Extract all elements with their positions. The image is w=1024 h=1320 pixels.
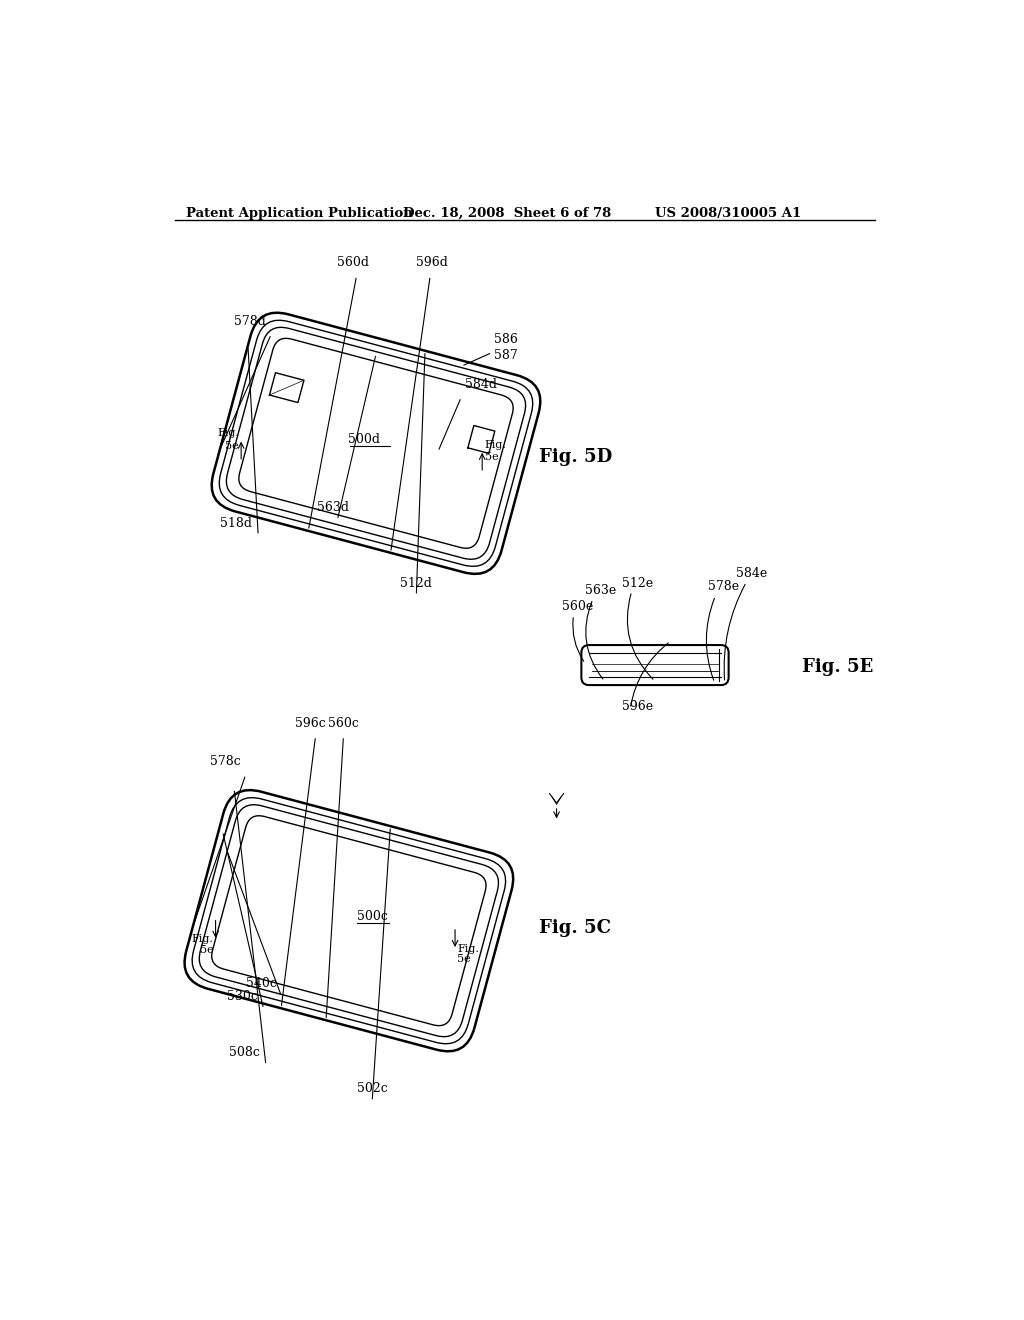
Text: Fig. 5D: Fig. 5D [539,449,612,466]
Text: 578d: 578d [234,314,266,327]
Text: Dec. 18, 2008  Sheet 6 of 78: Dec. 18, 2008 Sheet 6 of 78 [403,207,611,220]
Text: 584d: 584d [465,378,497,391]
Text: 596c: 596c [295,717,326,730]
Text: 584e: 584e [736,568,768,581]
Text: 596e: 596e [623,700,653,713]
Text: 586: 586 [494,333,518,346]
Text: 560e: 560e [562,599,593,612]
Text: 578c: 578c [210,755,241,768]
FancyBboxPatch shape [184,791,513,1051]
Text: 508c: 508c [229,1047,260,1059]
Text: 530c: 530c [227,990,258,1003]
Text: Fig.: Fig. [458,944,479,953]
Text: US 2008/310005 A1: US 2008/310005 A1 [655,207,801,220]
Text: 587: 587 [494,348,517,362]
Text: 500c: 500c [356,911,387,924]
Text: 518d: 518d [220,516,252,529]
FancyBboxPatch shape [212,313,541,574]
Text: Fig.: Fig. [217,429,239,438]
Text: 512e: 512e [623,577,653,590]
Text: 560d: 560d [337,256,369,268]
Text: Fig. 5C: Fig. 5C [539,920,610,937]
Text: 563d: 563d [317,502,349,515]
FancyBboxPatch shape [582,645,729,685]
Text: 560c: 560c [328,717,358,730]
Text: Patent Application Publication: Patent Application Publication [186,207,413,220]
Text: 5e: 5e [225,441,239,450]
Text: 512d: 512d [400,577,432,590]
Text: 578e: 578e [708,581,739,594]
Text: 540c: 540c [246,977,276,990]
Text: 502c: 502c [356,1082,387,1096]
Text: 500d: 500d [348,433,380,446]
Text: 563e: 563e [586,585,616,598]
Text: 5e: 5e [484,451,498,462]
Text: 596d: 596d [416,256,447,268]
Text: 5e: 5e [200,945,213,956]
Text: Fig. 5E: Fig. 5E [802,657,873,676]
Text: Fig.: Fig. [484,440,507,450]
Text: Fig.: Fig. [191,935,213,944]
Text: 5e: 5e [458,954,471,965]
